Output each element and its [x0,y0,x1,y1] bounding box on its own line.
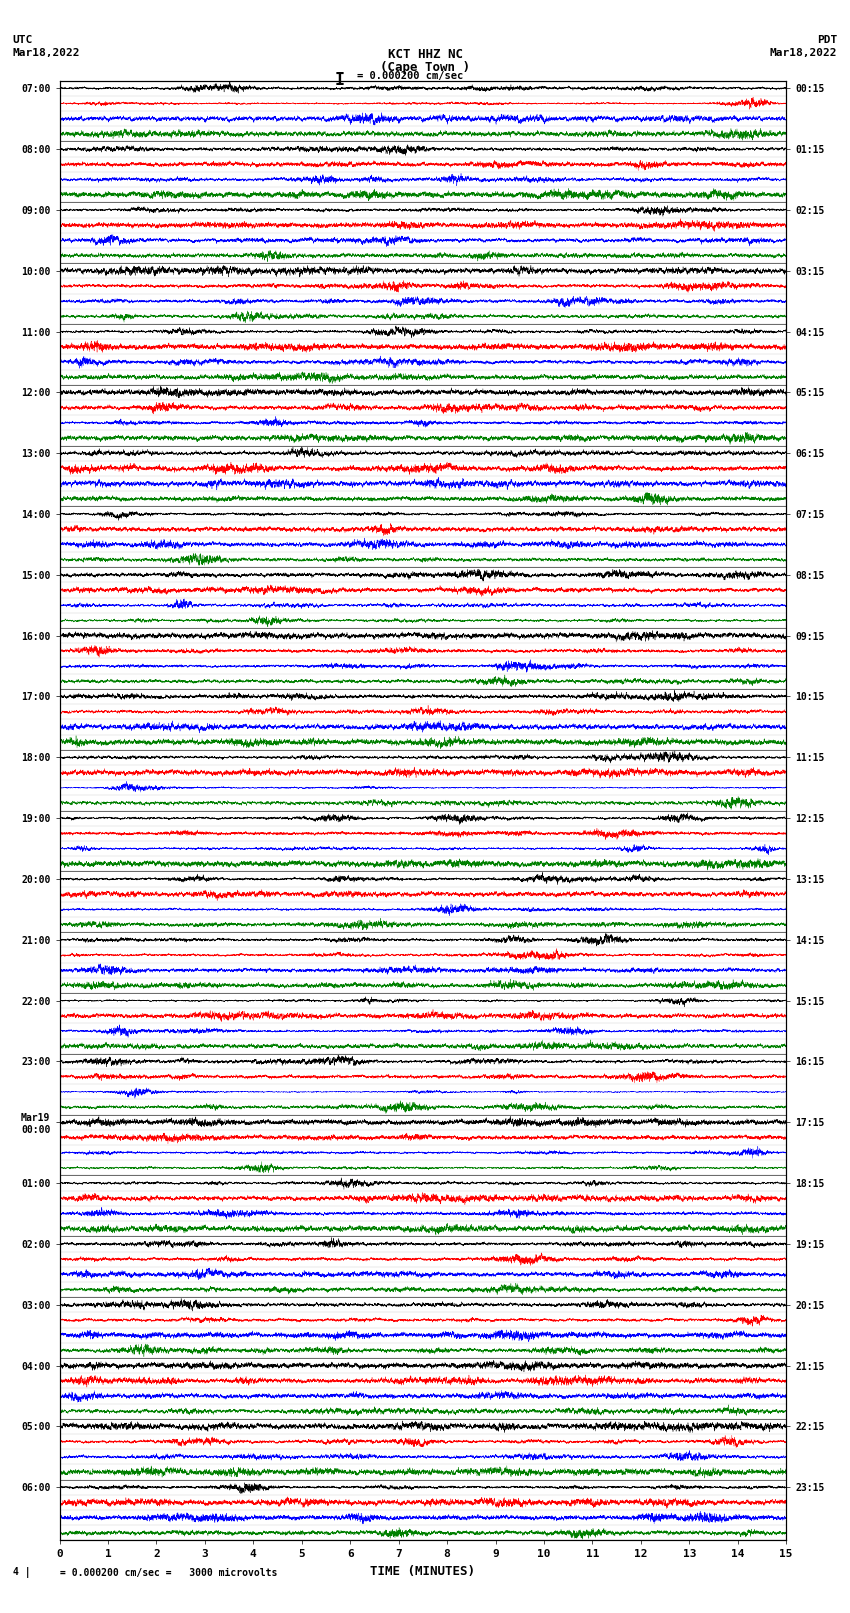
Text: = 0.000200 cm/sec: = 0.000200 cm/sec [357,71,463,81]
Text: Mar18,2022: Mar18,2022 [770,48,837,58]
Text: = 0.000200 cm/sec =   3000 microvolts: = 0.000200 cm/sec = 3000 microvolts [60,1568,277,1578]
Text: Mar18,2022: Mar18,2022 [13,48,80,58]
Text: KCT HHZ NC: KCT HHZ NC [388,48,462,61]
Text: 4 |: 4 | [13,1566,31,1578]
Text: (Cape Town ): (Cape Town ) [380,61,470,74]
X-axis label: TIME (MINUTES): TIME (MINUTES) [371,1565,475,1578]
Text: UTC: UTC [13,35,33,45]
Text: I: I [335,71,345,89]
Text: PDT: PDT [817,35,837,45]
